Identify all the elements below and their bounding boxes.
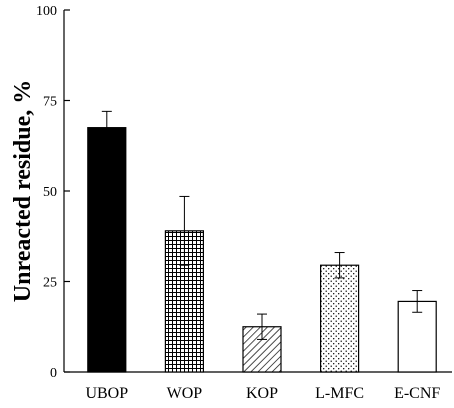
category-label-wop: WOP [167,385,203,402]
y-tick-label: 50 [43,185,57,200]
category-label-e-cnf: E-CNF [394,385,440,402]
y-tick-label: 100 [36,4,57,19]
category-label-kop: KOP [246,385,278,402]
y-axis-title: Unreacted residue, % [10,80,36,302]
bar-l-mfc [320,264,360,373]
bar-ubop [87,127,127,373]
y-tick-label: 25 [43,276,57,291]
y-tick-label: 75 [43,95,57,110]
y-tick-label: 0 [50,366,57,381]
category-labels: UBOP WOP KOP L-MFC E-CNF [85,385,440,402]
error-bars [101,110,423,340]
bar-e-cnf [397,300,437,373]
category-label-ubop: UBOP [85,385,128,402]
category-label-l-mfc: L-MFC [315,385,364,402]
y-ticks: 0 25 50 75 100 [36,4,70,381]
